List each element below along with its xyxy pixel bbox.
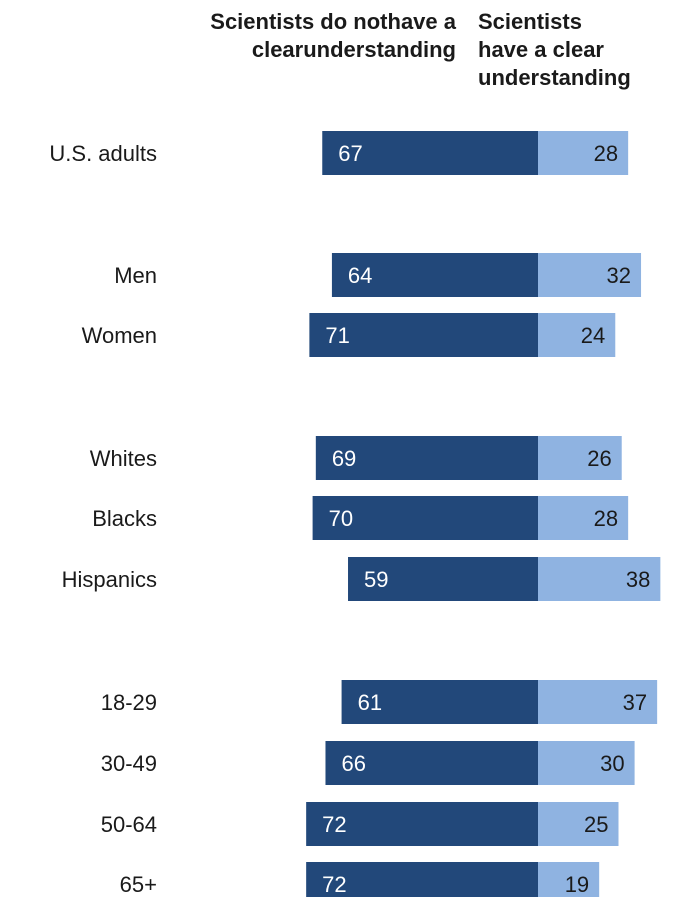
row-label: Men <box>114 263 157 288</box>
row-label: Blacks <box>92 506 157 531</box>
value-label-clear: 28 <box>594 506 618 531</box>
value-label-clear: 19 <box>565 872 589 897</box>
value-label-clear: 37 <box>623 690 647 715</box>
legend-right-header: Scientists have a clear understanding <box>478 9 631 90</box>
bar-clear <box>538 436 622 480</box>
value-label-clear: 30 <box>600 751 624 776</box>
bar-clear <box>538 741 635 785</box>
value-label-not-clear: 59 <box>364 567 388 592</box>
row-label: 50-64 <box>101 812 157 837</box>
row-label: 65+ <box>120 872 157 897</box>
bar-not-clear <box>348 557 538 601</box>
legend-left-header: Scientists do nothave a clearunderstandi… <box>210 9 456 62</box>
bar-not-clear <box>325 741 538 785</box>
value-label-clear: 28 <box>594 141 618 166</box>
bar-not-clear <box>331 253 538 297</box>
bar-clear <box>538 496 629 540</box>
bar-not-clear <box>341 680 538 724</box>
bar-clear <box>538 862 600 897</box>
bar-clear <box>538 557 661 601</box>
bar-not-clear <box>322 131 538 175</box>
bar-clear <box>538 131 629 175</box>
bar-clear <box>538 802 619 846</box>
bar-clear <box>538 253 642 297</box>
value-label-not-clear: 72 <box>322 812 346 837</box>
value-label-not-clear: 72 <box>322 872 346 897</box>
bar-clear <box>538 680 658 724</box>
value-label-clear: 25 <box>584 812 608 837</box>
bar-not-clear <box>306 802 538 846</box>
row-label: 18-29 <box>101 690 157 715</box>
value-label-clear: 24 <box>581 323 605 348</box>
row-label: Women <box>82 323 157 348</box>
row-label: 30-49 <box>101 751 157 776</box>
row-label: Whites <box>90 446 157 471</box>
value-label-not-clear: 67 <box>338 141 362 166</box>
value-label-clear: 38 <box>626 567 650 592</box>
row-label: Hispanics <box>62 567 157 592</box>
value-label-not-clear: 66 <box>341 751 365 776</box>
value-label-not-clear: 70 <box>329 506 353 531</box>
value-label-not-clear: 64 <box>348 263 372 288</box>
value-label-not-clear: 69 <box>332 446 356 471</box>
value-label-not-clear: 71 <box>325 323 349 348</box>
bar-not-clear <box>312 496 538 540</box>
value-label-not-clear: 61 <box>358 690 382 715</box>
bar-not-clear <box>306 862 538 897</box>
row-label: U.S. adults <box>49 141 157 166</box>
bar-clear <box>538 313 616 357</box>
bar-not-clear <box>309 313 538 357</box>
value-label-clear: 26 <box>587 446 611 471</box>
bar-not-clear <box>315 436 538 480</box>
value-label-clear: 32 <box>607 263 631 288</box>
